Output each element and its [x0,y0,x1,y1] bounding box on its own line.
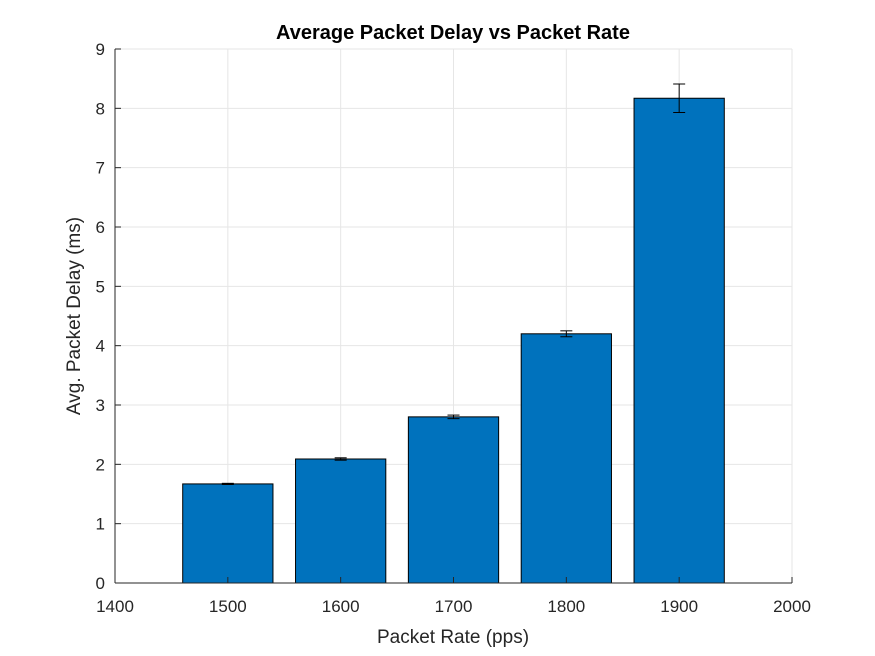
y-tick-label-0: 0 [96,574,105,593]
x-tick-label-1600: 1600 [322,597,360,616]
x-tick-label-1800: 1800 [547,597,585,616]
x-tick-label-1400: 1400 [96,597,134,616]
chart-title: Average Packet Delay vs Packet Rate [276,22,630,44]
axes [114,48,793,584]
x-axis-label: Packet Rate (pps) [377,627,529,648]
y-tick-label-8: 8 [96,99,105,118]
y-tick-label-2: 2 [96,455,105,474]
y-tick-label-9: 9 [96,40,105,59]
bar-1600 [295,458,387,584]
error-bar-1800 [560,330,573,338]
error-bar-1700 [447,414,460,420]
y-tick-labels: 0 1 2 3 4 5 6 7 8 9 [96,40,105,593]
y-axis-label: Avg. Packet Delay (ms) [64,217,85,415]
bar-1500 [182,483,274,584]
x-tick-label-1700: 1700 [435,597,473,616]
error-bars [221,83,686,486]
error-bar-1500 [221,482,234,486]
y-tick-label-3: 3 [96,396,105,415]
x-tick-label-1900: 1900 [660,597,698,616]
error-bar-1900 [673,83,686,113]
y-tick-label-7: 7 [96,159,105,178]
bar-1900 [633,97,725,584]
x-tick-label-1500: 1500 [209,597,247,616]
y-tick-label-6: 6 [96,218,105,237]
y-tick-label-1: 1 [96,515,105,534]
y-tick-label-5: 5 [96,277,105,296]
error-bar-1600 [334,457,347,461]
x-tick-labels: 1400 1500 1600 1700 1800 1900 2000 [96,597,811,616]
y-tick-label-4: 4 [96,337,105,356]
bar-1800 [520,333,612,584]
bar-1700 [407,416,500,584]
bars [182,97,725,584]
x-tick-label-2000: 2000 [773,597,811,616]
